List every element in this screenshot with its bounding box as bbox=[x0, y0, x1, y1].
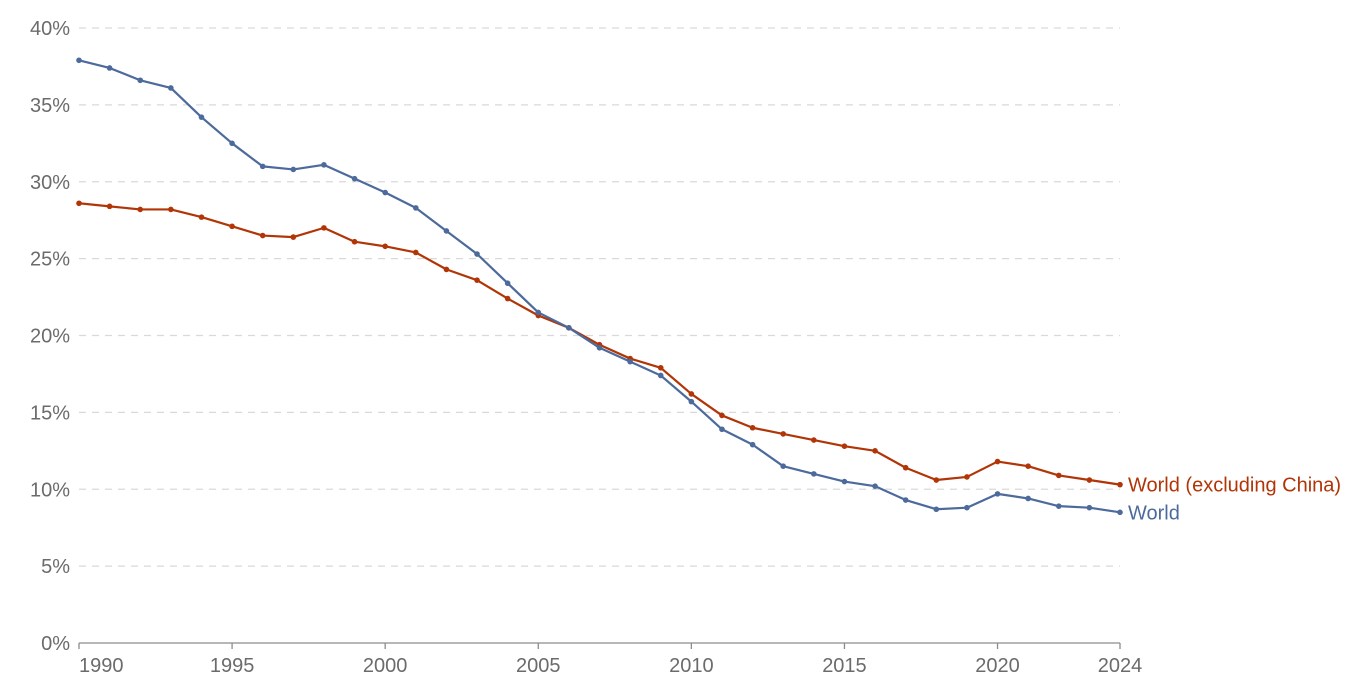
data-point bbox=[474, 277, 480, 283]
data-point bbox=[535, 309, 542, 316]
x-tick-label: 2005 bbox=[516, 655, 561, 677]
y-tick-label: 40% bbox=[30, 18, 70, 40]
x-tick-label: 2024 bbox=[1098, 655, 1143, 677]
data-point bbox=[964, 474, 970, 480]
data-point bbox=[811, 437, 817, 443]
data-point bbox=[321, 162, 327, 168]
x-tick-label: 1990 bbox=[79, 655, 124, 677]
data-point bbox=[1025, 463, 1031, 469]
data-point bbox=[474, 251, 480, 257]
data-point bbox=[412, 205, 419, 211]
data-point bbox=[198, 214, 205, 220]
data-point bbox=[719, 412, 725, 419]
data-point bbox=[841, 478, 848, 485]
x-axis: 1990 1995 2000 2005 2010 2015 2020 2024 bbox=[78, 642, 1143, 677]
data-point bbox=[566, 325, 572, 331]
y-tick-label: 20% bbox=[30, 326, 70, 348]
x-tick-label: 2020 bbox=[975, 655, 1020, 677]
data-point bbox=[994, 458, 1001, 465]
data-point bbox=[137, 206, 144, 213]
data-point bbox=[811, 471, 817, 477]
data-point bbox=[198, 114, 205, 120]
data-point bbox=[780, 463, 787, 469]
data-point bbox=[657, 372, 664, 379]
data-point bbox=[106, 65, 113, 71]
data-point bbox=[627, 358, 633, 365]
y-tick-label: 10% bbox=[30, 479, 70, 501]
data-point bbox=[259, 163, 266, 170]
data-point bbox=[76, 57, 82, 64]
y-tick-label: 15% bbox=[30, 402, 70, 424]
y-tick-label: 35% bbox=[30, 95, 70, 117]
data-point bbox=[168, 206, 174, 213]
series-label: World (excluding China) bbox=[1128, 475, 1341, 497]
data-point bbox=[719, 426, 725, 433]
data-point bbox=[412, 249, 419, 256]
data-point bbox=[1055, 472, 1062, 479]
data-point bbox=[443, 266, 450, 273]
data-point bbox=[841, 443, 848, 450]
data-point bbox=[780, 431, 787, 437]
x-tick-label: 2010 bbox=[669, 655, 714, 677]
x-tick-label: 1995 bbox=[210, 655, 255, 677]
x-tick-label: 2015 bbox=[822, 655, 867, 677]
data-point bbox=[321, 225, 327, 231]
data-point bbox=[872, 448, 878, 454]
data-point bbox=[1086, 477, 1093, 483]
data-point bbox=[137, 77, 144, 84]
data-point bbox=[1117, 481, 1123, 488]
data-series bbox=[76, 57, 1123, 516]
data-point bbox=[106, 203, 113, 210]
data-point bbox=[994, 491, 1001, 497]
data-point bbox=[933, 477, 940, 483]
gridlines bbox=[79, 27, 1120, 567]
data-point bbox=[688, 391, 695, 397]
data-point bbox=[290, 234, 297, 240]
series-label: World bbox=[1128, 502, 1180, 524]
data-point bbox=[443, 228, 450, 234]
data-point bbox=[168, 85, 174, 91]
data-point bbox=[872, 483, 878, 489]
series-world bbox=[76, 57, 1123, 516]
data-point bbox=[1055, 503, 1062, 509]
data-point bbox=[382, 243, 388, 250]
data-point bbox=[902, 464, 909, 471]
data-point bbox=[76, 200, 82, 207]
data-point bbox=[1117, 509, 1123, 516]
data-point bbox=[964, 504, 970, 511]
x-tick-label: 2000 bbox=[363, 655, 408, 677]
data-point bbox=[933, 506, 940, 513]
data-point bbox=[229, 140, 235, 147]
data-point bbox=[382, 189, 388, 196]
y-tick-label: 25% bbox=[30, 249, 70, 271]
data-point bbox=[229, 223, 235, 230]
data-point bbox=[504, 280, 511, 287]
series-line bbox=[77, 59, 1122, 514]
data-point bbox=[504, 295, 511, 302]
data-point bbox=[259, 232, 266, 239]
data-point bbox=[902, 497, 909, 503]
data-point bbox=[688, 398, 695, 405]
y-tick-label: 5% bbox=[41, 556, 70, 578]
data-point bbox=[596, 345, 603, 351]
y-tick-label: 0% bbox=[41, 633, 70, 655]
data-point bbox=[351, 238, 358, 245]
data-point bbox=[749, 441, 756, 448]
data-point bbox=[657, 364, 664, 371]
data-point bbox=[351, 175, 358, 182]
data-point bbox=[749, 424, 756, 431]
y-tick-label: 30% bbox=[30, 172, 70, 194]
data-point bbox=[290, 166, 297, 173]
y-axis-tick-labels: 0% 5% 10% 15% 20% 25% 30% 35% 40% bbox=[30, 18, 70, 655]
series-labels: World World (excluding China) bbox=[1128, 475, 1341, 525]
data-point bbox=[1086, 504, 1093, 511]
data-point bbox=[1025, 495, 1031, 502]
series-world-excluding-china bbox=[76, 200, 1123, 488]
